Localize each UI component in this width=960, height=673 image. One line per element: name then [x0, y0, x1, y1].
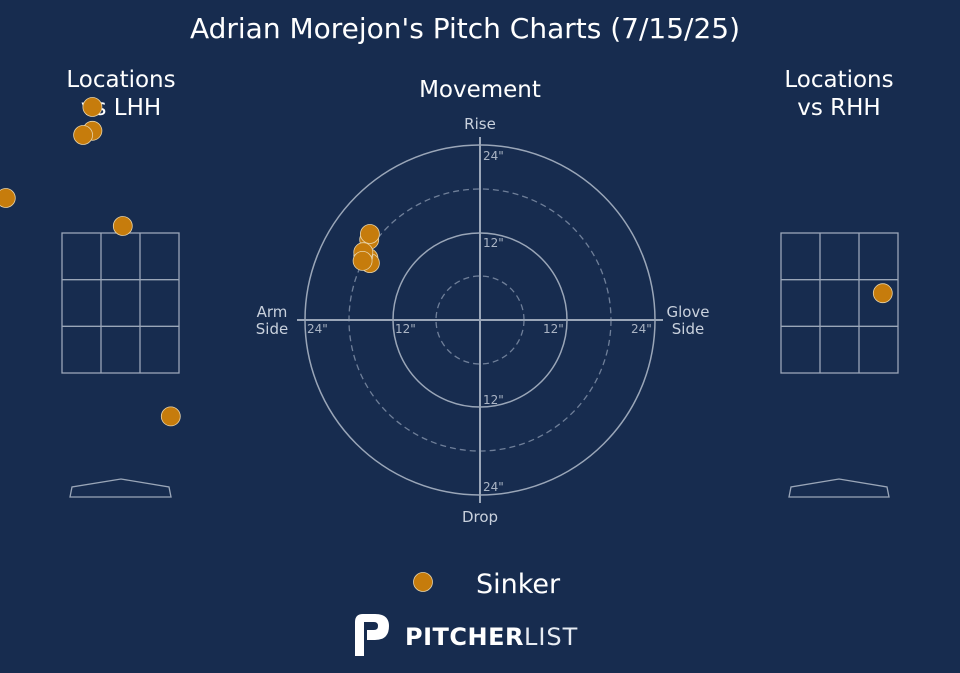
lhh-title-line1: Locations [66, 67, 175, 93]
movement-pitch-points [352, 224, 380, 274]
rhh-pitch-points [872, 283, 893, 304]
axis-label-arm-side: Side [256, 320, 288, 338]
axis-label-rise: Rise [464, 115, 496, 133]
legend-label-sinker: Sinker [476, 569, 561, 600]
ring-label-top-24: 24" [483, 149, 504, 163]
ring-label-left-24: 24" [307, 322, 328, 336]
pitch-point [73, 125, 93, 145]
pitch-point [82, 97, 103, 117]
logo-text-bold: PITCHER [405, 623, 524, 651]
pitch-point [872, 283, 893, 304]
pitch-point [112, 216, 133, 236]
movement-point [359, 224, 380, 244]
axis-label-arm: Arm [257, 303, 288, 321]
movement-title: Movement [419, 77, 541, 103]
axis-label-glove-side: Side [672, 320, 704, 338]
axis-label-drop: Drop [462, 508, 498, 526]
chart-title: Adrian Morejon's Pitch Charts (7/15/25) [190, 12, 740, 45]
lhh-strike-zone [61, 232, 180, 374]
ring-label-top-12: 12" [483, 236, 504, 250]
lhh-pitch-points [0, 97, 181, 427]
ring-label-right-12: 12" [543, 322, 564, 336]
ring-label-left-12: 12" [395, 322, 416, 336]
movement-plot: 24" 12" 24" 12" 12" 24" 12" 24" Rise Dro… [256, 115, 710, 526]
pitcherlist-logo: PITCHERLIST [355, 614, 578, 656]
rhh-home-plate [788, 478, 890, 498]
pitch-point [0, 188, 16, 208]
axis-label-glove: Glove [666, 303, 709, 321]
ring-label-bottom-24: 24" [483, 480, 504, 494]
legend-marker-sinker [413, 572, 433, 592]
pitcherlist-p-mark [355, 614, 389, 656]
ring-label-right-24: 24" [631, 322, 652, 336]
pitch-point [160, 406, 181, 427]
rhh-title-line1: Locations [784, 67, 893, 93]
ring-label-bottom-12: 12" [483, 393, 504, 407]
rhh-strike-zone [780, 232, 899, 374]
logo-text: PITCHERLIST [405, 623, 578, 651]
lhh-home-plate [69, 478, 172, 498]
logo-text-light: LIST [524, 623, 578, 651]
rhh-title-line2: vs RHH [797, 95, 880, 121]
movement-point [352, 250, 373, 271]
